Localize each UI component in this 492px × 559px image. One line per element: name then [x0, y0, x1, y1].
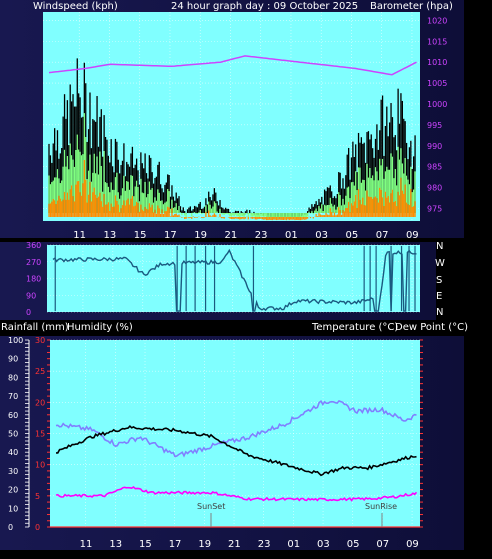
graph-date-title: 24 hour graph day : 09 October 2025 — [171, 1, 358, 12]
humidity-line — [55, 399, 417, 458]
x-tick-label-top: 11 — [73, 230, 86, 241]
baro-tick-label: 1010 — [427, 58, 447, 67]
barometer-line — [48, 55, 417, 76]
baro-tick-label: 1005 — [427, 79, 447, 88]
sunrise-label: SunRise — [365, 502, 397, 511]
x-tick-label-bottom: 11 — [80, 539, 93, 550]
x-tick-label-top: 21 — [224, 230, 237, 241]
x-tick-label-bottom: 13 — [109, 539, 122, 550]
baro-tick-label: 1000 — [427, 100, 447, 109]
barometer-axis-title: Barometer (hpa) — [370, 1, 453, 12]
humidity-tick-label: 60 — [8, 411, 18, 420]
windspeed-axis-title: Windspeed (kph) — [33, 1, 118, 12]
baro-tick-label: 980 — [427, 184, 442, 193]
baro-tick-label: 985 — [427, 163, 442, 172]
temp-tick-label: 15 — [35, 430, 45, 439]
x-tick-label-bottom: 19 — [198, 539, 211, 550]
x-tick-label-top: 01 — [285, 230, 298, 241]
baro-tick-label: 990 — [427, 142, 442, 151]
axes-labels: 1111131315151717191921212323010103030505… — [8, 16, 447, 550]
temperature-line — [56, 424, 417, 477]
x-tick-label-top: 09 — [406, 230, 419, 241]
x-tick-label-bottom: 21 — [228, 539, 241, 550]
temp-grid — [25, 339, 423, 528]
humidity-tick-label: 40 — [8, 448, 18, 457]
x-tick-label-bottom: 15 — [139, 539, 152, 550]
humidity-tick-label: 80 — [8, 373, 18, 382]
temperature-axis-title: Temperature (°C) — [311, 322, 398, 333]
temp-tick-label: 10 — [35, 461, 45, 470]
humidity-tick-label: 0 — [8, 523, 13, 532]
x-tick-label-top: 13 — [103, 230, 116, 241]
humidity-axis-title: Humidity (%) — [67, 322, 133, 333]
x-tick-label-top: 15 — [134, 230, 147, 241]
baro-tick-label: 975 — [427, 204, 442, 213]
compass-s: S — [436, 275, 442, 286]
direction-tick-label: 360 — [26, 241, 41, 250]
compass-n-bottom: N — [436, 307, 443, 318]
temp-tick-label: 20 — [35, 398, 45, 407]
humidity-tick-label: 20 — [8, 486, 18, 495]
x-tick-label-top: 23 — [255, 230, 268, 241]
x-tick-label-bottom: 09 — [406, 539, 419, 550]
compass-n-top: N — [436, 241, 443, 252]
dewpoint-line — [55, 485, 418, 502]
compass-w: W — [435, 258, 445, 269]
x-tick-label-bottom: 03 — [317, 539, 330, 550]
compass-e: E — [436, 291, 442, 302]
windspeed-series — [48, 58, 416, 221]
baro-tick-label: 995 — [427, 121, 442, 130]
direction-tick-label: 270 — [26, 258, 41, 267]
x-tick-label-bottom: 17 — [169, 539, 182, 550]
direction-grid — [47, 244, 420, 313]
humidity-tick-label: 10 — [8, 504, 18, 513]
temp-tick-label: 5 — [35, 492, 40, 501]
temp-tick-label: 30 — [35, 336, 45, 345]
x-tick-label-bottom: 07 — [376, 539, 389, 550]
direction-tick-label: 0 — [26, 308, 31, 317]
rainfall-axis-title: Rainfall (mm) — [1, 322, 69, 333]
temp-tick-label: 0 — [35, 523, 40, 532]
humidity-tick-label: 90 — [8, 355, 18, 364]
x-tick-label-top: 19 — [194, 230, 207, 241]
dewpoint-axis-title: Dew Point (°C) — [395, 322, 468, 333]
x-tick-label-bottom: 01 — [287, 539, 300, 550]
x-tick-label-bottom: 05 — [347, 539, 360, 550]
baro-tick-label: 1015 — [427, 37, 447, 46]
direction-tick-label: 180 — [26, 275, 41, 284]
humidity-tick-label: 50 — [8, 430, 18, 439]
x-tick-label-top: 05 — [345, 230, 358, 241]
humidity-tick-label: 100 — [8, 336, 23, 345]
x-tick-label-top: 07 — [376, 230, 389, 241]
x-tick-label-top: 03 — [315, 230, 328, 241]
compass-labels: N W S E N — [435, 241, 445, 318]
x-tick-label-bottom: 23 — [258, 539, 271, 550]
direction-line — [52, 248, 417, 312]
sunset-label: SunSet — [197, 502, 225, 511]
direction-tick-label: 90 — [26, 291, 36, 300]
humidity-tick-label: 70 — [8, 392, 18, 401]
temp-tick-label: 25 — [35, 367, 45, 376]
wind-direction-series — [52, 245, 417, 312]
humidity-tick-label: 30 — [8, 467, 18, 476]
baro-tick-label: 1020 — [427, 16, 447, 25]
x-tick-label-top: 17 — [164, 230, 177, 241]
